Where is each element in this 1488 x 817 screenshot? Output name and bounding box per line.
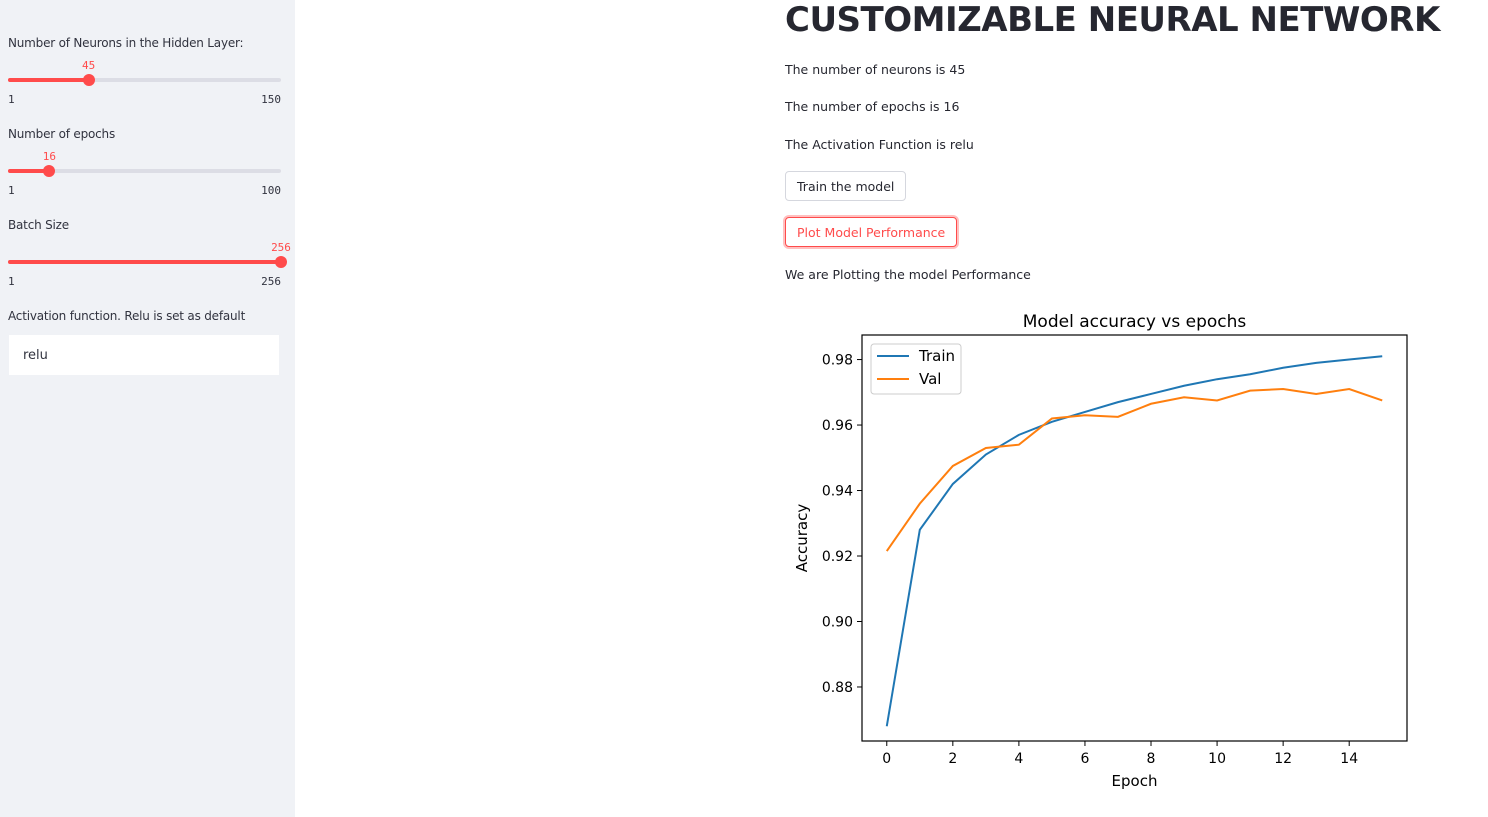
y-tick-label: 0.88 xyxy=(822,680,853,696)
y-axis-label: Accuracy xyxy=(793,504,811,573)
y-tick-label: 0.96 xyxy=(822,418,853,434)
epochs-slider[interactable]: 16 1 100 xyxy=(8,150,281,197)
slider-fill xyxy=(8,78,89,82)
slider-track[interactable] xyxy=(8,78,281,82)
accuracy-chart: Model accuracy vs epochs Epoch Accuracy 0 2 4… xyxy=(793,312,1408,790)
slider-value: 45 xyxy=(81,59,96,72)
x-tick-label: 2 xyxy=(948,751,957,767)
page-title: CUSTOMIZABLE NEURAL NETWORK xyxy=(785,0,1440,40)
sidebar: Number of Neurons in the Hidden Layer: 4… xyxy=(0,0,295,817)
slider-track[interactable] xyxy=(8,169,281,173)
slider-value: 256 xyxy=(271,241,291,254)
series-line-train xyxy=(885,355,1383,727)
batch-slider[interactable]: 256 1 256 xyxy=(8,241,291,288)
y-tick-label: 0.94 xyxy=(822,484,853,500)
legend-label-val: Val xyxy=(919,370,941,388)
slider-max: 100 xyxy=(261,184,281,197)
x-axis-label: Epoch xyxy=(1112,772,1158,790)
neurons-slider[interactable]: 45 1 150 xyxy=(8,59,281,106)
slider-thumb[interactable] xyxy=(82,74,95,86)
x-tick-label: 6 xyxy=(1080,751,1089,767)
slider-track[interactable] xyxy=(8,260,281,264)
epochs-text: The number of epochs is 16 xyxy=(785,99,960,114)
x-tick-label: 10 xyxy=(1208,751,1226,767)
activation-text: The Activation Function is relu xyxy=(785,137,974,152)
slider-fill xyxy=(8,169,50,173)
neurons-text: The number of neurons is 45 xyxy=(785,62,966,77)
y-tick-label: 0.90 xyxy=(822,614,853,630)
plot-performance-button[interactable]: Plot Model Performance xyxy=(785,217,958,247)
activation-input[interactable]: relu xyxy=(8,334,280,376)
train-model-button[interactable]: Train the model xyxy=(785,171,907,201)
slider-min: 1 xyxy=(8,93,15,106)
slider-thumb[interactable] xyxy=(43,165,56,177)
legend-label-train: Train xyxy=(918,347,955,365)
activation-input-label: Activation function. Relu is set as defa… xyxy=(8,309,246,323)
plot-frame xyxy=(861,334,1408,742)
chart-title: Model accuracy vs epochs xyxy=(1023,312,1247,332)
plotting-text: We are Plotting the model Performance xyxy=(785,267,1031,282)
slider-min: 1 xyxy=(8,184,15,197)
slider-thumb[interactable] xyxy=(275,256,287,268)
x-tick-label: 0 xyxy=(882,751,891,767)
x-tick-label: 4 xyxy=(1014,751,1023,767)
y-tick-label: 0.92 xyxy=(822,549,853,565)
x-tick-label: 14 xyxy=(1340,751,1358,767)
epochs-slider-label: Number of epochs xyxy=(8,127,115,141)
slider-value: 16 xyxy=(42,150,56,163)
batch-slider-label: Batch Size xyxy=(8,218,69,232)
neurons-slider-label: Number of Neurons in the Hidden Layer: xyxy=(8,36,244,50)
slider-max: 150 xyxy=(261,93,281,106)
series-line-val xyxy=(885,387,1383,552)
slider-max: 256 xyxy=(261,275,281,288)
x-tick-label: 8 xyxy=(1147,751,1156,767)
y-tick-label: 0.98 xyxy=(822,353,853,369)
slider-fill xyxy=(8,260,281,264)
x-tick-label: 12 xyxy=(1274,751,1292,767)
slider-min: 1 xyxy=(8,275,15,288)
